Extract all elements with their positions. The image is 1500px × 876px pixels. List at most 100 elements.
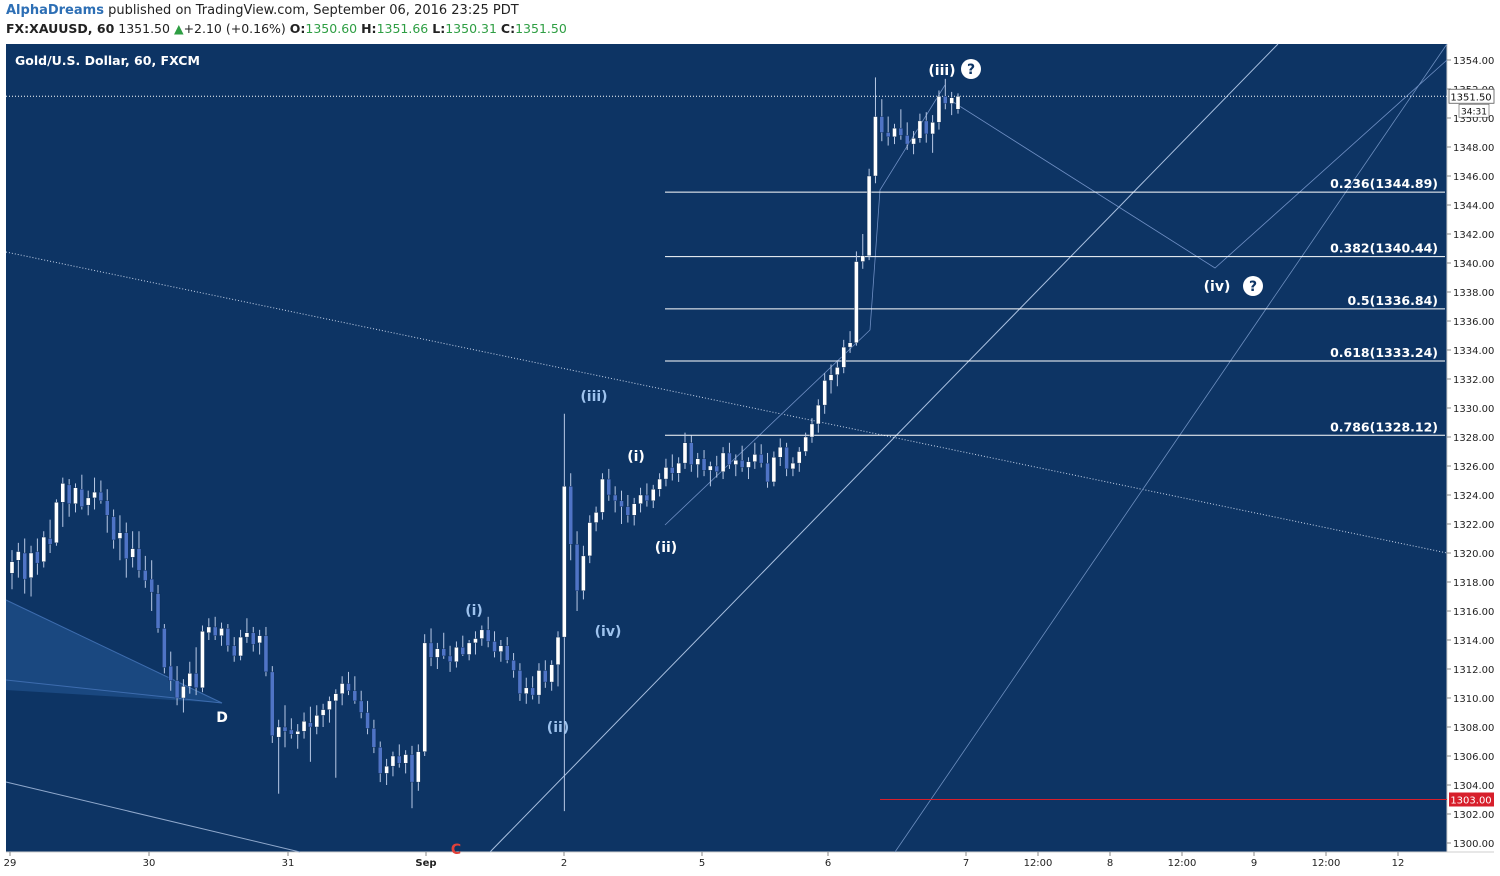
bull-candle xyxy=(60,483,65,503)
bull-candle xyxy=(390,755,396,767)
y-tick-label: 1304.00 xyxy=(1453,781,1494,792)
wave-ii-light-label: (ii) xyxy=(547,720,569,736)
bear-candle xyxy=(22,552,27,580)
bull-candle xyxy=(187,673,192,687)
bull-candle xyxy=(333,693,338,702)
bull-candle xyxy=(9,561,15,574)
bear-candle xyxy=(270,671,275,736)
y-tick-label: 1306.00 xyxy=(1453,752,1494,763)
question-icon-glyph: ? xyxy=(967,62,975,78)
bear-candle xyxy=(251,632,256,645)
bull-candle xyxy=(54,502,59,544)
bull-candle xyxy=(276,726,281,738)
bear-candle xyxy=(714,465,719,473)
y-tick-label: 1324.00 xyxy=(1453,491,1494,502)
bear-candle xyxy=(739,460,745,468)
bear-candle xyxy=(765,462,770,483)
price-axis[interactable] xyxy=(1447,44,1494,852)
bear-candle xyxy=(492,641,497,652)
bear-candle xyxy=(574,544,580,591)
x-tick-label: 12:00 xyxy=(1312,858,1341,869)
bull-candle xyxy=(130,548,135,558)
bull-candle xyxy=(866,175,872,256)
wave-iii-label: (iii) xyxy=(928,63,955,79)
bear-candle xyxy=(212,626,218,636)
bull-candle xyxy=(257,635,262,644)
support-trend-line xyxy=(489,43,1279,853)
x-tick-label: 30 xyxy=(143,858,156,869)
bear-candle xyxy=(193,673,199,689)
bear-candle xyxy=(263,635,269,673)
bear-candle xyxy=(530,687,535,696)
x-tick-label: 9 xyxy=(1251,858,1257,869)
bear-candle xyxy=(289,729,294,735)
bear-candle xyxy=(409,754,415,783)
bear-candle xyxy=(644,494,650,502)
bull-candle xyxy=(524,687,529,694)
bull-candle xyxy=(955,96,961,110)
bull-candle xyxy=(663,467,669,480)
y-tick-label: 1354.00 xyxy=(1453,56,1494,67)
author-link[interactable]: AlphaDreams xyxy=(6,3,104,18)
countdown-tag xyxy=(1458,103,1490,118)
bull-candle xyxy=(708,465,713,471)
x-axis-ticks: 29 30 31 Sep 2 5 6 7 12:00 8 12:00 9 12:00 12 xyxy=(4,852,1405,869)
last-price: 1351.50 xyxy=(118,21,170,36)
y-tick-label: 1336.00 xyxy=(1453,317,1494,328)
published-text: published on TradingView.com, September … xyxy=(108,3,519,18)
bull-candle xyxy=(600,478,605,513)
triangle-edge xyxy=(5,599,223,704)
bull-candle xyxy=(695,458,700,465)
bear-candle xyxy=(625,506,631,516)
channel-line xyxy=(894,43,1448,853)
bull-candle xyxy=(911,138,916,145)
bear-candle xyxy=(358,700,364,713)
bear-candle xyxy=(124,532,129,560)
bull-candle xyxy=(416,751,421,783)
bull-candle xyxy=(632,503,637,516)
bull-candle xyxy=(435,648,440,658)
bear-candle xyxy=(505,645,510,661)
fibonacci-retracement[interactable]: 0.236(1344.89) 0.382(1340.44) 0.5(1336.84)… xyxy=(665,176,1445,436)
bear-candle xyxy=(397,755,402,764)
bull-candle xyxy=(790,462,796,470)
bull-candle xyxy=(803,436,808,452)
candlestick-series xyxy=(9,77,961,812)
bull-candle xyxy=(28,552,34,578)
bull-candle xyxy=(555,636,561,665)
bull-candle xyxy=(422,642,427,752)
bull-candle xyxy=(657,478,662,490)
bull-candle xyxy=(200,631,205,689)
x-tick-label: Sep xyxy=(415,858,436,869)
bear-candle xyxy=(543,670,548,683)
open-label: O: xyxy=(289,21,306,36)
bull-candle xyxy=(593,512,599,523)
lower-channel-line xyxy=(5,781,301,853)
bull-candle xyxy=(403,754,408,764)
bear-candle xyxy=(143,570,148,581)
bear-candle xyxy=(924,120,929,135)
x-tick-label: 7 xyxy=(963,858,969,869)
wave-labels: (iii) ? (iv) ? (i) (ii) (iii) (i) (ii) (iv) D C xyxy=(216,59,1263,858)
bull-candle xyxy=(733,460,738,465)
symbol-info: FX:XAUUSD, 60 1351.50 ▲+2.10 (+0.16%) O:… xyxy=(6,21,567,36)
bear-candle xyxy=(727,452,732,465)
point-d-label: D xyxy=(216,710,228,726)
bear-candle xyxy=(898,127,904,136)
bear-candle xyxy=(885,132,891,138)
y-tick-label: 1334.00 xyxy=(1453,346,1494,357)
plot-area[interactable] xyxy=(6,44,1447,852)
high-label: H: xyxy=(361,21,377,36)
time-axis[interactable] xyxy=(6,852,1494,874)
bear-candle xyxy=(352,690,358,702)
x-tick-label: 12 xyxy=(1392,858,1405,869)
bull-candle xyxy=(562,486,567,638)
fib-level-label: 0.382(1340.44) xyxy=(1330,241,1438,256)
bull-candle xyxy=(892,127,897,138)
low-value: 1350.31 xyxy=(445,21,497,36)
y-tick-label: 1328.00 xyxy=(1453,433,1494,444)
bear-candle xyxy=(105,500,110,516)
projection-path xyxy=(949,59,1448,269)
trend-lines[interactable] xyxy=(5,43,1448,853)
